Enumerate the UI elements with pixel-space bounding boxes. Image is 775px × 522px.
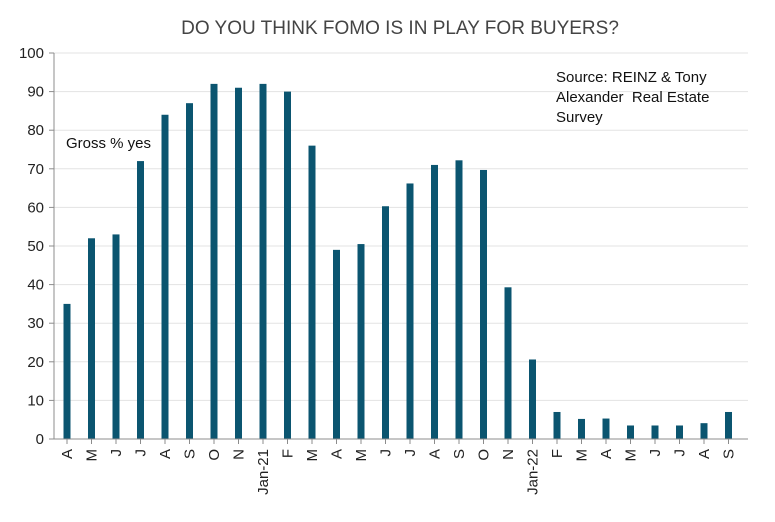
x-tick-label: A (157, 449, 174, 459)
y-axis: 0 10 20 30 40 50 60 70 80 90 100 (19, 45, 55, 448)
x-tick-label: J (108, 449, 125, 457)
bar (382, 206, 389, 439)
y-tick-label: 50 (27, 238, 44, 255)
bar (700, 423, 708, 439)
bar (627, 425, 634, 439)
bar (455, 160, 463, 440)
x-tick-label: M (84, 449, 101, 462)
bar (676, 425, 683, 439)
bar (186, 103, 193, 440)
x-tick-label: J (647, 449, 664, 457)
x-tick-label: F (280, 449, 297, 458)
source-note-line: Alexander Real Estate (556, 89, 709, 106)
x-tick-label: N (231, 449, 248, 460)
chart-title: DO YOU THINK FOMO IS IN PLAY FOR BUYERS? (181, 18, 619, 39)
y-tick-label: 70 (27, 161, 44, 178)
bar (63, 303, 71, 439)
x-tick-label: Jan-22 (525, 449, 542, 495)
bar (88, 238, 95, 439)
bar (333, 249, 340, 439)
series-label: Gross % yes (66, 135, 151, 152)
x-tick-label: A (329, 449, 346, 459)
y-tick-label: 30 (27, 315, 44, 332)
x-tick-label: S (182, 449, 199, 459)
x-tick-label: J (402, 449, 419, 457)
source-note-line: Survey (556, 109, 603, 126)
bar (357, 244, 365, 439)
y-tick-label: 80 (27, 122, 44, 139)
bar (259, 83, 267, 439)
bars (63, 83, 732, 440)
y-tick-label: 0 (36, 431, 44, 448)
y-tick-label: 10 (27, 392, 44, 409)
bar (431, 164, 438, 439)
x-tick-label: J (133, 449, 150, 457)
x-tick-label: A (696, 449, 713, 459)
bar (137, 161, 144, 439)
bar (602, 418, 610, 439)
bar (406, 183, 414, 439)
x-axis: A M J J A S O N Jan-21 F M A M J J A S O N Jan-22 F M A M J J A S (54, 438, 748, 495)
gridlines (54, 52, 748, 401)
x-tick-label: O (206, 449, 223, 461)
x-tick-label: A (427, 449, 444, 459)
y-tick-label: 90 (27, 84, 44, 101)
x-tick-label: F (549, 449, 566, 458)
x-tick-label: M (574, 449, 591, 462)
y-tick-label: 60 (27, 199, 44, 216)
y-tick-label: 100 (19, 45, 44, 62)
bar (480, 169, 487, 439)
source-note-line: Source: REINZ & Tony (556, 69, 707, 86)
bar (308, 145, 316, 439)
x-tick-label: J (378, 449, 395, 457)
bar (235, 87, 242, 440)
source-note: Source: REINZ & Tony Alexander Real Estat… (556, 69, 709, 126)
bar (725, 411, 732, 439)
x-tick-label: Jan-21 (255, 449, 272, 495)
y-tick-label: 20 (27, 354, 44, 371)
bar (112, 234, 120, 439)
bar (651, 425, 659, 439)
bar (284, 91, 291, 439)
x-tick-label: S (451, 449, 468, 459)
x-tick-label: S (721, 449, 738, 459)
x-tick-label: J (672, 449, 689, 457)
bar (161, 114, 169, 439)
x-tick-label: A (598, 449, 615, 459)
x-tick-label: O (476, 449, 493, 461)
bar (504, 287, 512, 439)
x-tick-label: A (59, 449, 76, 459)
bar (210, 83, 218, 439)
y-tick-label: 40 (27, 277, 44, 294)
x-tick-label: N (500, 449, 517, 460)
x-tick-label: M (623, 449, 640, 462)
x-tick-label: M (304, 449, 321, 462)
bar (578, 418, 585, 439)
bar (553, 411, 561, 439)
bar (529, 359, 536, 439)
x-tick-label: M (353, 449, 370, 462)
